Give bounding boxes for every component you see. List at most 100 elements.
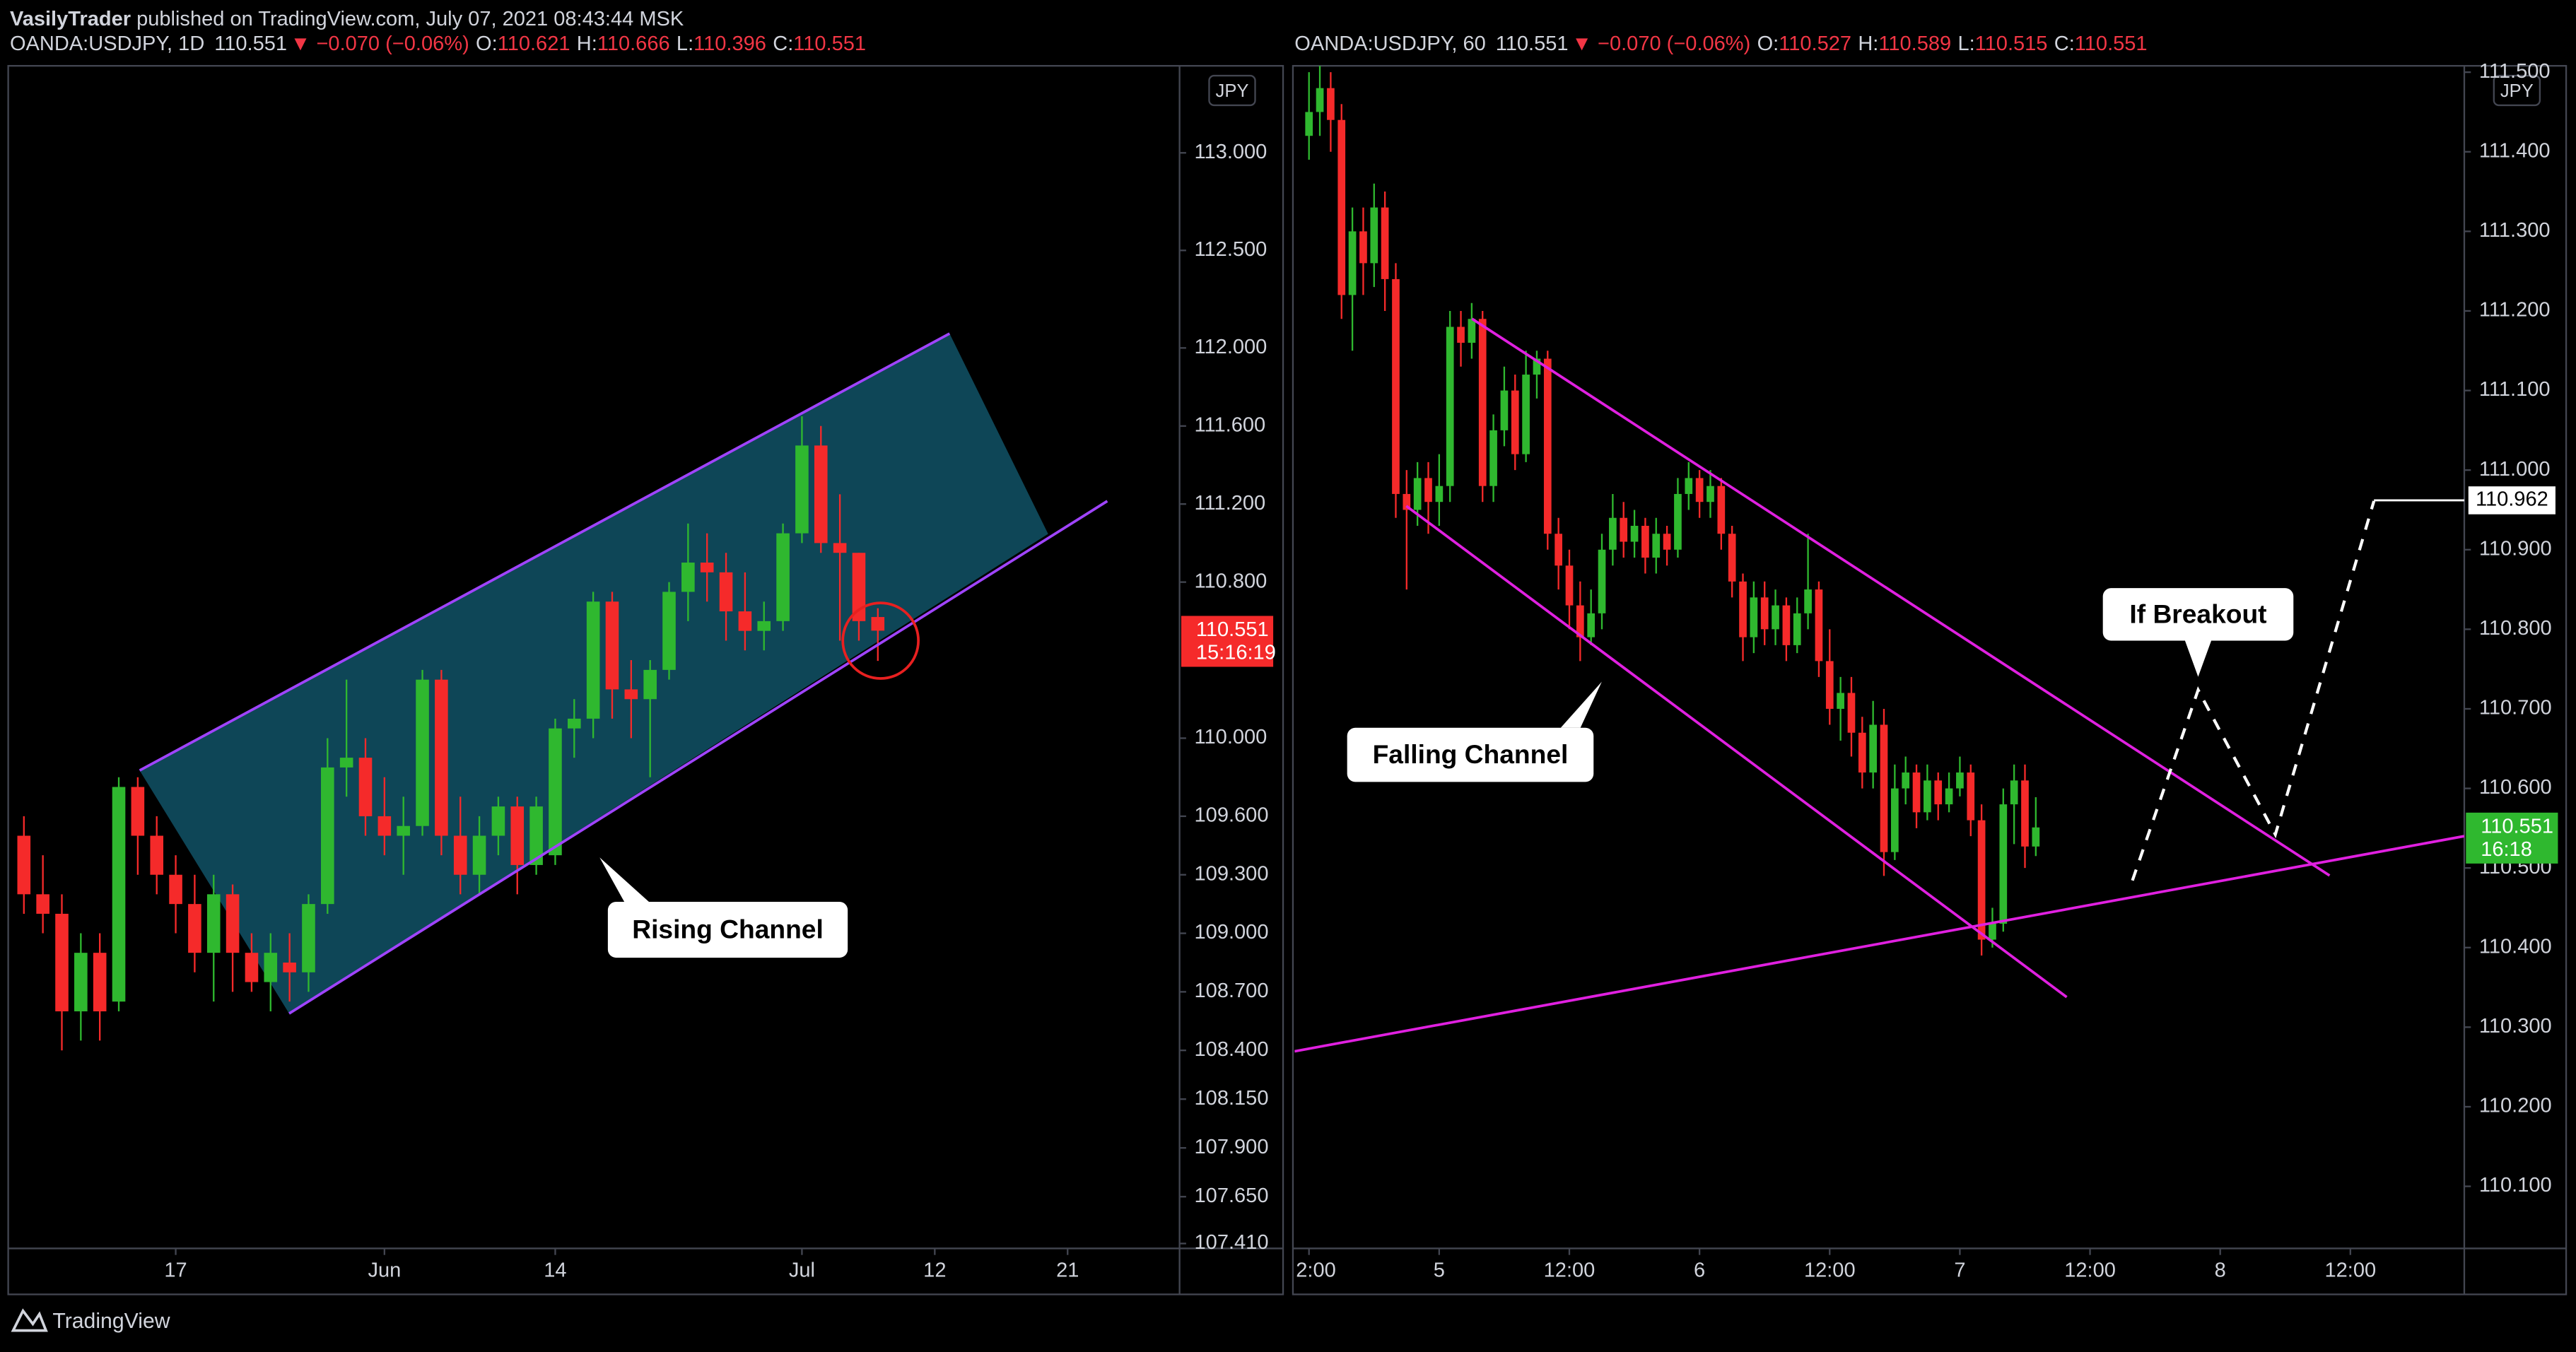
candle-body [74,953,88,1011]
candle-body [1999,804,2008,924]
candle-body [1500,390,1509,430]
y-tick-label: 109.300 [1195,862,1269,885]
candle-body [1337,119,1346,295]
candle-body [529,806,543,865]
candle-body [1760,597,1769,630]
candle-body [1782,605,1791,645]
candle-body [510,806,525,865]
y-tick-label: 110.300 [2479,1015,2552,1037]
candle-body [1924,780,1931,813]
y-tick-label: 110.900 [2479,537,2552,560]
candle-body [1370,207,1378,264]
y-tick-label: 111.000 [2479,458,2551,481]
candle-body [1815,589,1823,662]
y-tick-label: 110.800 [2479,617,2552,640]
candle-body [1533,358,1541,375]
candle-body [302,904,315,972]
candle-body [188,904,201,953]
candle-body [1435,486,1444,502]
legend-label: L: [677,33,693,55]
y-tick-label: 112.500 [1195,238,1267,261]
candle-body [491,806,505,836]
candle-body [1522,375,1530,454]
candle-body [624,689,638,700]
y-tick-label: 108.700 [1195,980,1269,1002]
candle-body [1858,732,1866,773]
candle-body [1804,589,1812,613]
candle-body [1468,319,1476,343]
candle-body [1598,549,1606,613]
y-tick-label: 110.700 [2479,697,2552,719]
candle-body [1630,525,1639,542]
legend-label: C: [773,33,793,55]
candle-body [472,835,486,875]
candle-body [719,572,733,612]
currency-label: JPY [2500,81,2534,101]
candle-body [1457,327,1465,343]
channel-upper [139,332,951,772]
candle-body [1424,478,1432,502]
y-tick-label: 110.800 [1195,570,1267,592]
candle-body [1674,493,1682,550]
candle-body [358,758,373,816]
countdown-label: 16:18 [2481,838,2532,861]
author: VasilyTrader [10,8,131,30]
candle-body [1392,278,1400,494]
panel-frame [7,64,1284,1295]
candle-body [1750,597,1758,637]
x-tick-label: Jun [368,1259,401,1282]
y-tick-label: 109.000 [1195,921,1269,944]
candle-body [1837,693,1844,709]
currency-badge [2493,74,2541,107]
candle-body [264,953,278,982]
y-tick-label: 107.410 [1195,1231,1269,1254]
candle-body [453,835,467,875]
candle-body [1902,772,1910,789]
candle-body [1652,534,1661,558]
callout-pointer [2184,640,2212,677]
candle-body [662,592,676,670]
x-tick-label: 6 [1694,1259,1705,1282]
y-tick-label: 108.400 [1195,1038,1269,1061]
candle-body [1620,517,1628,542]
legend-change: ▼ −0.070 (−0.06%) [291,33,469,55]
legend-value: 110.551 [793,33,866,55]
y-tick-label: 107.650 [1195,1185,1269,1207]
legend-symbol: OANDA:USDJPY, 60 [1294,33,1486,55]
legend-value: 110.515 [1975,33,2048,55]
last-price-box [1181,616,1274,667]
legend-label: L: [1957,33,1974,55]
last-price-box [2466,812,2558,864]
highlight-circle [841,601,920,680]
candle-body [1663,534,1671,550]
y-tick-label: 111.300 [2479,219,2551,242]
y-tick-label: 111.200 [2479,299,2551,322]
x-tick-label: 12 [923,1259,946,1282]
currency-badge [1208,74,1256,107]
candle-body [643,669,657,700]
legend-price: 110.551 [1496,33,1569,55]
y-tick-label: 110.000 [1195,726,1267,748]
candle-body [757,621,771,631]
y-tick-label: 109.600 [1195,804,1269,827]
candle-body [700,563,714,572]
candle-body [776,533,790,621]
callout-text: If Breakout [2129,599,2266,629]
candle-body [1489,430,1497,486]
y-tick-label: 110.200 [2479,1095,2552,1117]
y-tick-label: 111.400 [2479,139,2551,162]
legend-label: C: [2054,33,2075,55]
footer: TradingView [11,1308,170,1333]
candle-body [1880,724,1888,852]
candle-body [1543,358,1552,534]
y-tick-label: 111.600 [1195,413,1266,436]
y-tick-label: 110.600 [2479,776,2552,799]
candle-body [131,787,145,836]
candle-body [1891,788,1899,852]
candle-body [852,553,866,621]
candle-body [1413,478,1422,510]
channel-upper [1471,317,2331,877]
y-tick-label: 111.500 [2479,60,2551,83]
x-tick-label: 8 [2215,1259,2226,1282]
